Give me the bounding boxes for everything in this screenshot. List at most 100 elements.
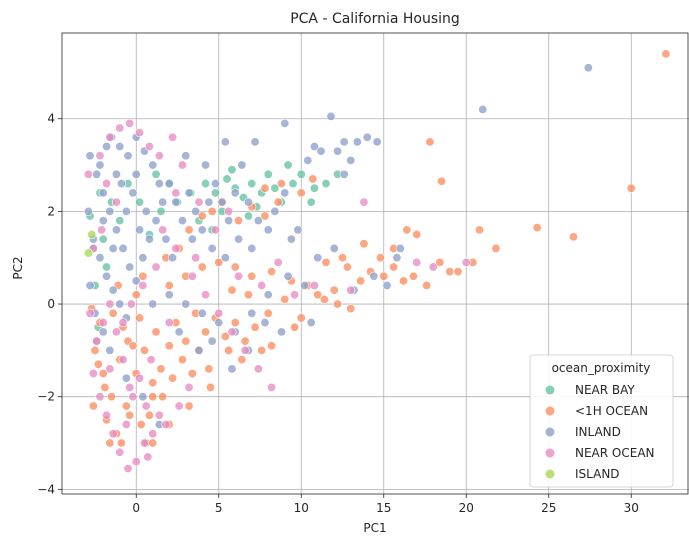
data-point — [583, 63, 593, 73]
data-point — [121, 420, 131, 430]
data-point — [375, 253, 385, 263]
data-point — [214, 257, 224, 267]
data-point — [204, 197, 214, 207]
data-point — [227, 285, 237, 295]
data-point — [321, 179, 331, 189]
data-point — [342, 262, 352, 272]
data-point — [151, 262, 161, 272]
data-point — [191, 206, 201, 216]
data-point — [93, 359, 103, 369]
data-point — [234, 234, 244, 244]
legend-entry-label: ISLAND — [575, 467, 620, 481]
data-point — [316, 146, 326, 156]
data-point — [115, 142, 125, 152]
data-point — [283, 271, 293, 281]
data-point — [280, 294, 290, 304]
data-point — [461, 257, 471, 267]
data-point — [105, 345, 115, 355]
data-point — [98, 369, 108, 379]
data-point — [102, 179, 112, 189]
data-point — [220, 331, 230, 341]
data-point — [333, 299, 343, 309]
data-point — [121, 373, 131, 383]
data-point — [346, 155, 356, 165]
data-point — [224, 216, 234, 226]
data-point — [97, 225, 107, 235]
data-point — [352, 137, 362, 147]
y-axis-ticks: −4 −2 0 2 4 — [37, 112, 62, 496]
data-point — [491, 243, 501, 253]
data-point — [125, 382, 135, 392]
data-point — [108, 285, 118, 295]
data-point — [306, 318, 316, 328]
data-point — [230, 188, 240, 198]
data-point — [230, 262, 240, 272]
data-point — [243, 197, 253, 207]
data-point — [362, 132, 372, 142]
data-point — [161, 234, 171, 244]
data-point — [108, 429, 118, 439]
data-point — [184, 382, 194, 392]
data-point — [171, 243, 181, 253]
x-tick-label: 20 — [459, 501, 474, 515]
data-point — [95, 253, 105, 263]
data-point — [204, 364, 214, 374]
data-point — [253, 364, 263, 374]
data-point — [135, 313, 145, 323]
data-point — [412, 257, 422, 267]
legend-marker — [545, 469, 555, 479]
data-point — [95, 151, 105, 161]
data-point — [206, 382, 216, 392]
data-point — [478, 104, 488, 114]
data-point — [125, 410, 135, 420]
data-point — [111, 225, 121, 235]
data-point — [319, 294, 329, 304]
x-tick-label: 25 — [541, 501, 556, 515]
data-point — [247, 243, 257, 253]
data-point — [436, 176, 446, 186]
data-point — [201, 160, 211, 170]
data-point — [154, 179, 164, 189]
data-point — [148, 299, 158, 309]
data-point — [98, 327, 108, 337]
data-point — [214, 308, 224, 318]
data-point — [105, 206, 115, 216]
data-point — [329, 285, 339, 295]
data-point — [626, 183, 636, 193]
data-point — [240, 336, 250, 346]
data-point — [276, 179, 286, 189]
y-tick-label: 4 — [47, 112, 55, 126]
data-point — [135, 128, 145, 138]
data-point — [321, 257, 331, 267]
legend-entry-label: INLAND — [575, 425, 621, 439]
data-point — [158, 225, 168, 235]
data-point — [290, 290, 300, 300]
data-point — [453, 267, 463, 277]
data-point — [267, 382, 277, 392]
data-point — [372, 137, 382, 147]
data-point — [116, 438, 126, 448]
legend-marker — [545, 427, 555, 437]
data-point — [197, 211, 207, 221]
data-point — [164, 290, 174, 300]
data-point — [98, 216, 108, 226]
data-point — [197, 308, 207, 318]
data-point — [118, 318, 128, 328]
data-point — [146, 355, 156, 365]
y-axis-label: PC2 — [11, 256, 25, 279]
y-tick-label: 0 — [47, 297, 55, 311]
data-point — [474, 225, 484, 235]
data-point — [280, 188, 290, 198]
data-point — [428, 262, 438, 272]
data-point — [88, 369, 98, 379]
data-point — [303, 155, 313, 165]
data-point — [83, 248, 93, 258]
x-tick-label: 5 — [215, 501, 223, 515]
data-point — [257, 281, 267, 291]
data-point — [164, 318, 174, 328]
data-point — [379, 271, 389, 281]
data-point — [118, 355, 128, 365]
data-point — [263, 290, 273, 300]
x-axis-label: PC1 — [363, 521, 386, 535]
data-point — [568, 232, 578, 242]
